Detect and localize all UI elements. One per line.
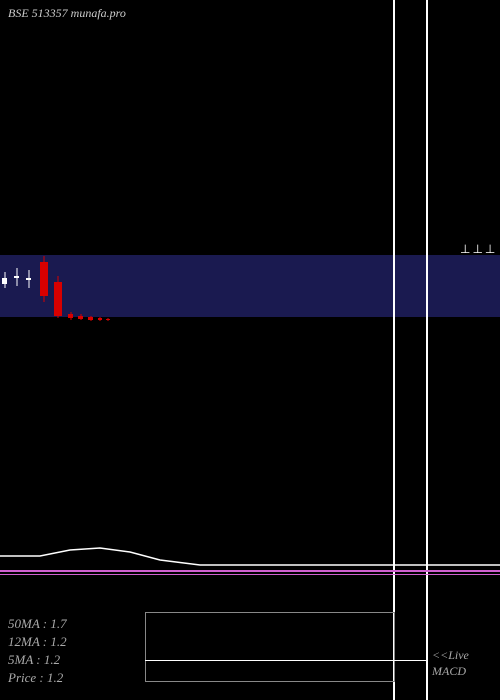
candle (26, 0, 31, 700)
candle (78, 0, 83, 700)
candle (14, 0, 19, 700)
candle (40, 0, 48, 700)
vertical-line (393, 0, 395, 700)
ma-path (0, 548, 500, 565)
macd-panel (145, 612, 395, 682)
ma-curve (0, 0, 500, 700)
candle (68, 0, 73, 700)
horizontal-line (0, 570, 500, 572)
candle (98, 0, 102, 700)
stat-5ma: 5MA : 1.2 (8, 652, 67, 668)
vertical-line (426, 0, 428, 700)
candle (2, 0, 7, 700)
macd-label: MACD (432, 664, 466, 679)
stat-12ma: 12MA : 1.2 (8, 634, 67, 650)
stock-chart: BSE 513357 munafa.pro ⊥⊥⊥ 50MA : 1.7 12M… (0, 0, 500, 700)
tick-marks: ⊥⊥⊥ (460, 242, 497, 257)
horizontal-line (0, 574, 500, 575)
macd-baseline (145, 660, 426, 661)
live-label: <<Live (432, 648, 469, 663)
stat-50ma: 50MA : 1.7 (8, 616, 67, 632)
candle (54, 0, 62, 700)
candle (106, 0, 110, 700)
stat-price: Price : 1.2 (8, 670, 67, 686)
candle (88, 0, 93, 700)
stats-block: 50MA : 1.7 12MA : 1.2 5MA : 1.2 Price : … (8, 616, 67, 688)
